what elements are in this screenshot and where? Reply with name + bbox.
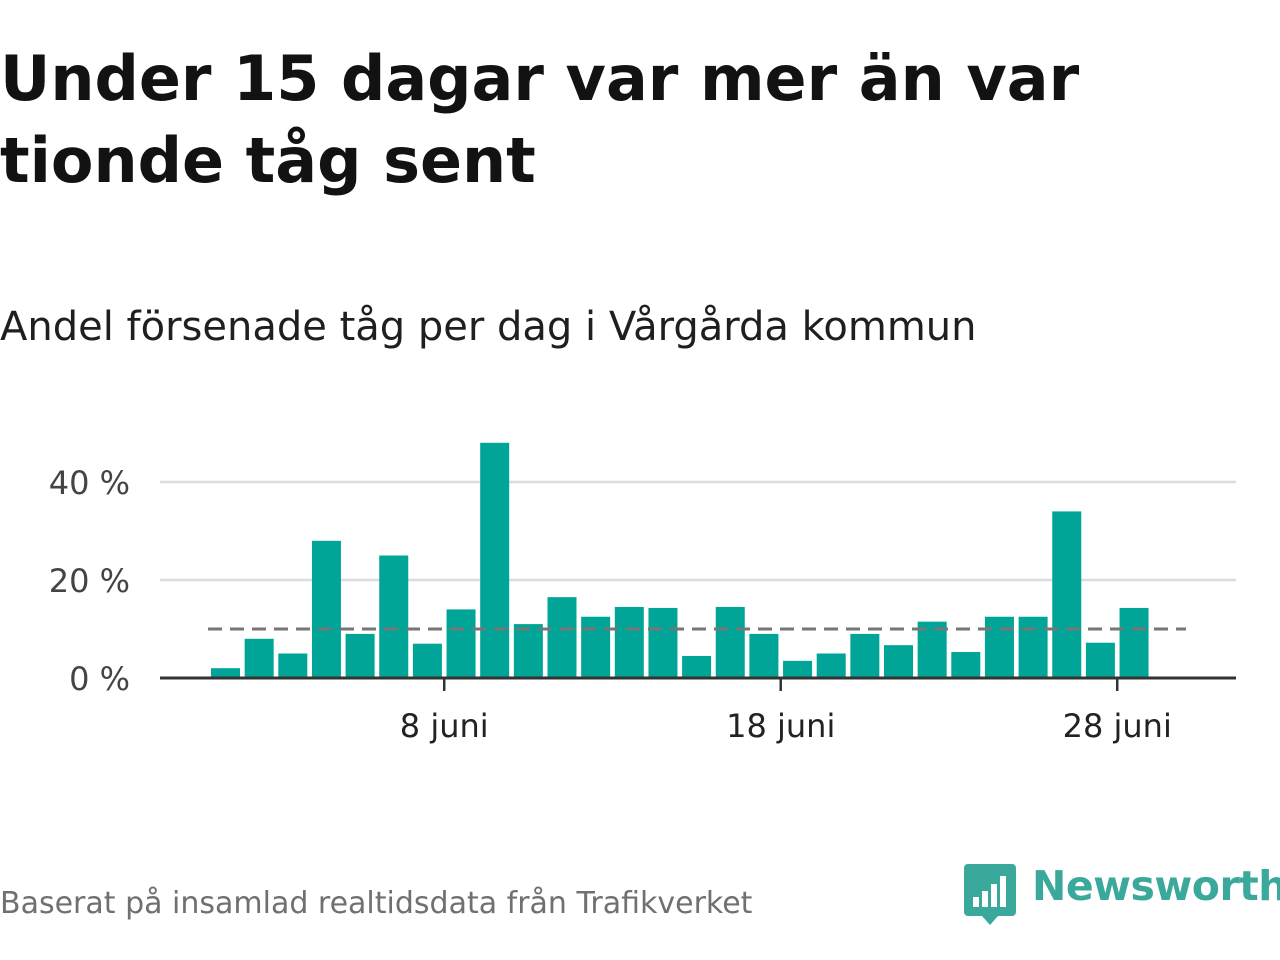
bar-day-24 <box>984 616 1014 678</box>
bar-day-7 <box>412 643 442 678</box>
y-tick-label: 20 % <box>49 562 130 600</box>
chart-subtitle: Andel försenade tåg per dag i Vårgårda k… <box>0 304 977 350</box>
bar-day-3 <box>278 653 308 678</box>
x-tick-label: 8 juni <box>400 707 489 745</box>
bar-day-27 <box>1085 642 1115 678</box>
bar-day-20 <box>850 633 880 678</box>
source-note: Baserat på insamlad realtidsdata från Tr… <box>0 886 753 921</box>
x-tick-label: 28 juni <box>1063 707 1172 745</box>
bar-day-2 <box>244 638 274 678</box>
bar-day-28 <box>1119 607 1149 678</box>
bar-day-11 <box>547 597 577 678</box>
bar-day-19 <box>816 653 846 678</box>
x-tick-label: 18 juni <box>726 707 835 745</box>
brand-name: Newsworthy <box>1032 862 1280 910</box>
bar-day-23 <box>951 652 981 678</box>
bar-day-17 <box>749 633 779 678</box>
bar-day-1 <box>211 668 240 678</box>
bar-day-12 <box>581 616 611 678</box>
bar-day-4 <box>311 540 341 678</box>
bar-day-26 <box>1052 511 1082 678</box>
bar-day-9 <box>480 442 510 678</box>
bar-day-13 <box>614 606 644 678</box>
y-tick-label: 0 % <box>69 660 130 698</box>
chart-title: Under 15 dagar var mer än var tionde tåg… <box>0 42 1080 197</box>
bar-day-15 <box>682 655 712 678</box>
bar-day-25 <box>1018 616 1048 678</box>
bar-day-5 <box>345 633 375 678</box>
axes: 0 % 20 % 40 % 8 juni 18 juni 28 juni <box>49 464 1236 745</box>
bar-day-6 <box>379 555 409 678</box>
bar-day-22 <box>917 621 947 678</box>
bar-day-16 <box>715 606 745 678</box>
bar-day-14 <box>648 607 678 678</box>
bars <box>211 442 1149 678</box>
bar-day-21 <box>884 645 913 678</box>
bar-day-8 <box>446 609 476 678</box>
newsworthy-logo-icon <box>964 864 1016 925</box>
bar-day-18 <box>783 660 813 678</box>
brand[interactable]: Newsworthy <box>964 862 1280 928</box>
bar-chart: 0 % 20 % 40 % 8 juni 18 juni 28 juni <box>49 442 1236 745</box>
bar-day-10 <box>513 624 543 678</box>
y-tick-label: 40 % <box>49 464 130 502</box>
